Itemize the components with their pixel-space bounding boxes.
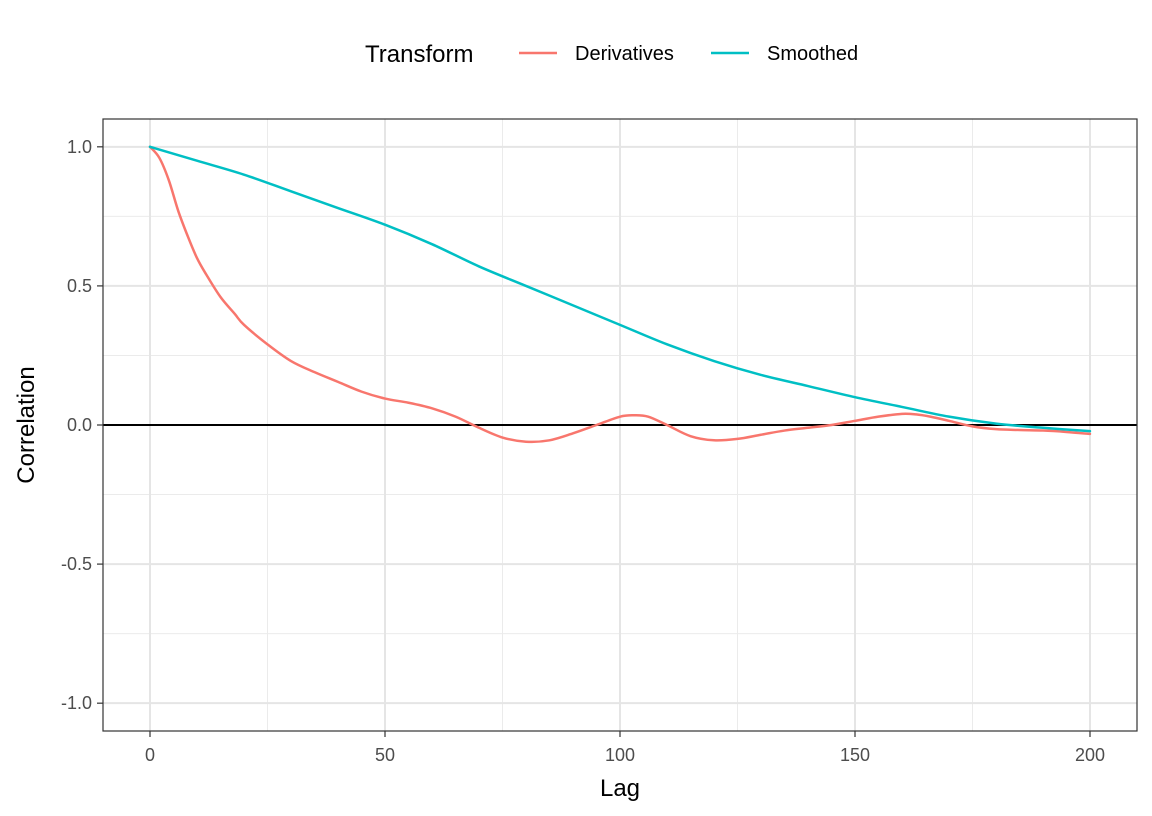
y-tick-label: -1.0 — [61, 693, 92, 713]
x-tick-label: 150 — [840, 745, 870, 765]
y-tick-label: -0.5 — [61, 554, 92, 574]
y-tick-label: 1.0 — [67, 137, 92, 157]
legend-title: Transform — [365, 41, 473, 68]
y-tick-label: 0.5 — [67, 276, 92, 296]
y-axis-title: Correlation — [13, 366, 40, 483]
legend-label-smoothed: Smoothed — [767, 43, 858, 65]
series-line-smoothed — [148, 145, 1092, 433]
x-tick-label: 100 — [605, 745, 635, 765]
y-axis: -1.0 -0.5 0.0 0.5 1.0 — [61, 137, 103, 713]
x-axis-title: Lag — [600, 775, 640, 802]
series-layer — [148, 145, 1092, 444]
x-tick-label: 0 — [145, 745, 155, 765]
legend-label-derivatives: Derivatives — [575, 43, 674, 65]
x-tick-label: 50 — [375, 745, 395, 765]
plot-panel — [102, 118, 1138, 732]
series-line-derivatives — [148, 145, 1092, 444]
x-axis: 0 50 100 150 200 — [145, 731, 1105, 765]
legend: Transform Derivatives Smoothed — [365, 41, 858, 68]
x-tick-label: 200 — [1075, 745, 1105, 765]
y-tick-label: 0.0 — [67, 415, 92, 435]
